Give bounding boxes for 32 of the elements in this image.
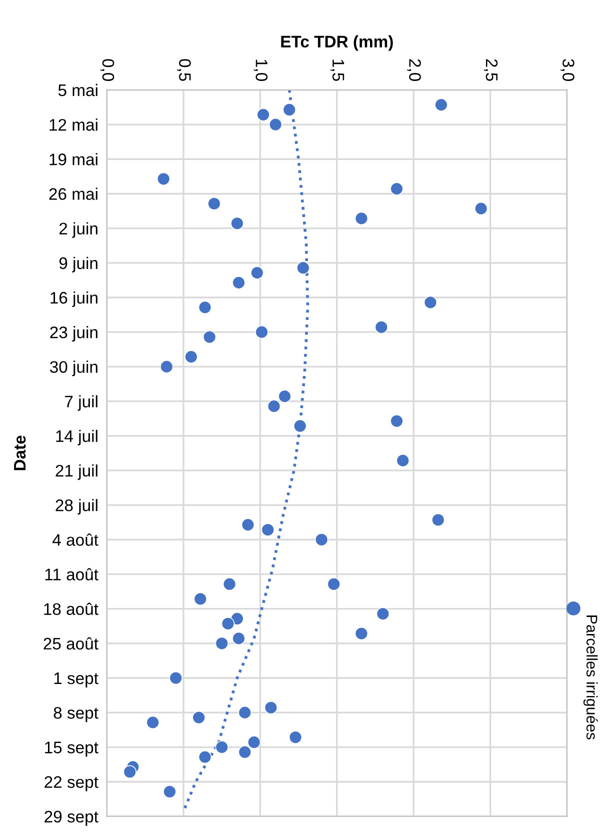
y-tick-label: 30 juin — [50, 360, 98, 376]
y-tick-label: 12 mai — [50, 118, 98, 131]
y-tick-label: 21 juil — [56, 464, 98, 480]
x-tick-label: 2,5 — [484, 59, 498, 81]
y-tick-label: 19 mai — [50, 153, 98, 166]
y-tick-label: 25 août — [44, 637, 98, 650]
y-tick-label: 4 août — [52, 534, 98, 546]
y-tick-label: 2 juin — [59, 222, 98, 238]
y-tick-label: 28 juil — [56, 498, 98, 515]
x-axis-title: ETc TDR (mm) — [281, 35, 393, 51]
legend-label: Parcelles irriguées — [583, 616, 598, 740]
y-axis-title: Date — [14, 436, 26, 470]
y-tick-label: 29 sept — [44, 810, 98, 826]
y-tick-label: 5 mai — [58, 84, 98, 96]
x-tick-label: 2,0 — [407, 59, 421, 81]
x-tick-label: 1,5 — [330, 60, 344, 81]
y-tick-label: 22 sept — [44, 776, 98, 792]
y-tick-label: 9 juin — [59, 256, 98, 272]
y-tick-label: 18 août — [44, 602, 98, 616]
x-tick-label: 3,0 — [560, 59, 574, 81]
y-tick-label: 14 juil — [56, 430, 98, 446]
y-tick-label: 7 juil — [65, 395, 98, 411]
y-tick-label: 8 sept — [54, 706, 98, 722]
x-tick-label: 0,0 — [100, 59, 114, 81]
y-tick-label: 23 juin — [50, 326, 98, 342]
y-tick-label: 15 sept — [45, 742, 98, 757]
x-tick-label: 1,0 — [254, 60, 268, 81]
y-tick-label: 16 juin — [50, 291, 98, 307]
y-tick-label: 11 août — [45, 568, 98, 580]
x-tick-label: 0,5 — [177, 59, 191, 81]
y-tick-label: 1 sept — [54, 672, 98, 688]
y-tick-label: 26 mai — [49, 188, 98, 200]
